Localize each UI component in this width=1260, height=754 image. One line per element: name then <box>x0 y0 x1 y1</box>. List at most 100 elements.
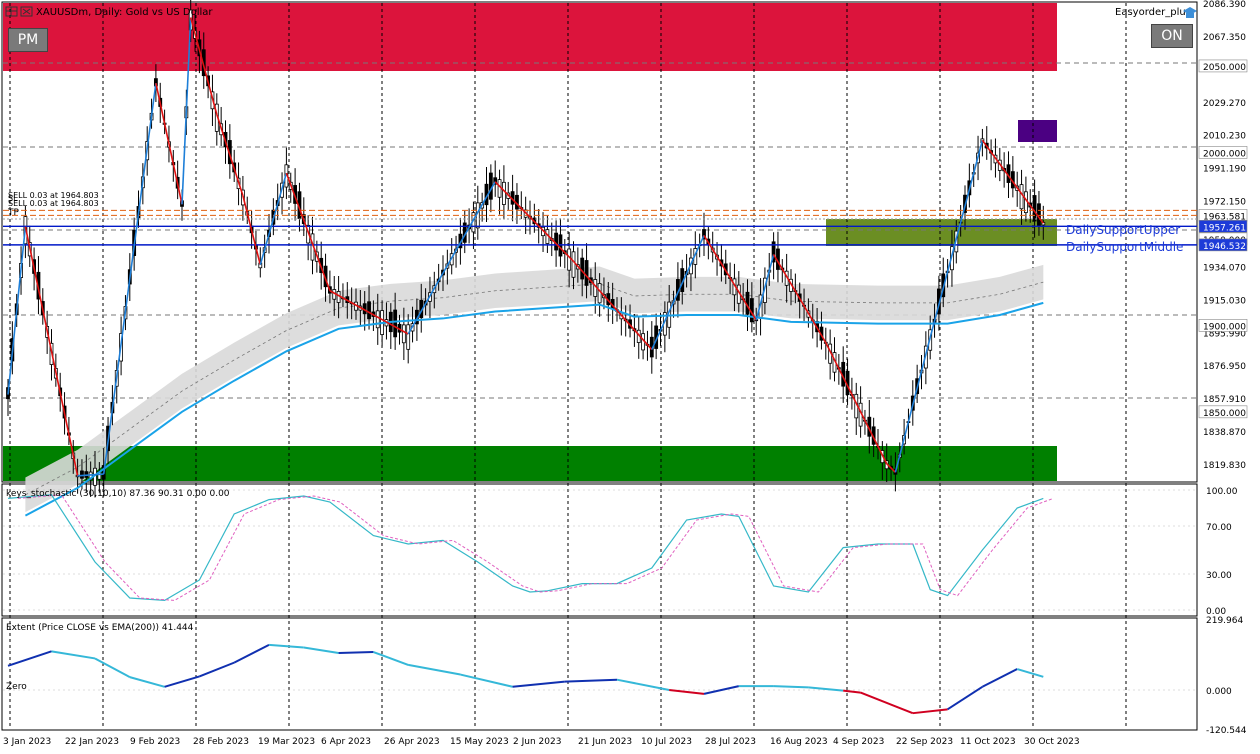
zigzag-segment <box>7 226 27 395</box>
extent-segment <box>51 650 96 660</box>
time-axis-label: 4 Sep 2023 <box>833 737 884 747</box>
pm-button[interactable]: PM <box>8 28 48 52</box>
stochastic-axis-label: 0.00 <box>1206 607 1226 617</box>
price-level-tag <box>1198 146 1248 159</box>
extent-segment <box>408 663 461 676</box>
candle-body <box>1032 195 1037 222</box>
price-level-tag <box>1198 405 1248 419</box>
time-axis-label: 3 Jan 2023 <box>3 737 51 747</box>
candle-body <box>597 283 602 304</box>
time-axis-label: 2 Jun 2023 <box>513 737 561 747</box>
candle-body <box>88 471 93 481</box>
alert-icon <box>20 6 33 17</box>
extent-axis-label: 0.000 <box>1206 687 1232 697</box>
time-axis-label: 30 Oct 2023 <box>1024 737 1080 747</box>
extent-segment <box>338 651 374 654</box>
support-zone <box>3 446 1057 481</box>
zigzag-segment <box>755 254 775 321</box>
time-axis-label: 21 Jun 2023 <box>578 737 632 747</box>
candle-body <box>501 181 506 205</box>
on-button[interactable]: ON <box>1151 24 1193 48</box>
zigzag-segment <box>929 140 984 338</box>
zigzag-segment <box>703 234 757 321</box>
time-axis-label: 22 Sep 2023 <box>896 737 953 747</box>
price-level-tag <box>1198 238 1248 252</box>
price-axis-label: 1972.150 <box>1203 198 1246 208</box>
candle-body <box>367 301 371 320</box>
candle-body <box>406 324 411 350</box>
price-level-tag-text: 2050.000 <box>1203 63 1246 73</box>
order-text-2: SELL 0.03 at 1964.803 <box>8 199 99 208</box>
candle-body <box>493 177 498 185</box>
price-axis-label: 1857.910 <box>1203 395 1246 405</box>
extent-segment <box>981 668 1018 688</box>
extent-segment <box>912 708 948 715</box>
zigzag-segment <box>259 172 288 266</box>
price-axis-label: 1915.030 <box>1203 296 1246 306</box>
extent-segment <box>164 675 200 688</box>
time-axis-label: 9 Feb 2023 <box>130 737 180 747</box>
extent-segment <box>616 678 670 691</box>
price-axis-label: 2067.350 <box>1203 33 1246 43</box>
time-axis-label: 28 Feb 2023 <box>193 737 249 747</box>
time-axis-label: 26 Apr 2023 <box>384 737 440 747</box>
extent-segment <box>1016 668 1044 678</box>
time-axis-label: 10 Jul 2023 <box>641 737 692 747</box>
extent-segment <box>703 685 740 695</box>
zigzag-lines <box>7 17 1044 477</box>
axis-labels: 2086.390 2067.350 2029.270 2010.230 1991.190… <box>3 0 1248 747</box>
tp-label: TP <box>7 208 19 218</box>
price-level-tag-text: 1957.261 <box>1203 223 1246 233</box>
zigzag-segment <box>285 172 331 292</box>
price-level-tag-text: 1900.000 <box>1203 322 1246 332</box>
time-axis-label: 22 Jan 2023 <box>65 737 119 747</box>
time-axis-label: 11 Oct 2023 <box>960 737 1016 747</box>
stochastic-signal-line <box>17 494 1054 601</box>
price-axis-label: 2010.230 <box>1203 132 1246 142</box>
extent-segment <box>860 691 914 715</box>
extent-segment <box>373 651 409 666</box>
ema-envelope <box>25 264 1044 513</box>
extent-segment <box>94 657 131 679</box>
candle-body <box>584 260 589 286</box>
extent-segment <box>7 650 52 667</box>
stochastic-panel[interactable] <box>1 483 1198 617</box>
daily-support-zone <box>826 219 1057 246</box>
zigzag-segment <box>825 342 888 465</box>
daily-support-middle-label: DailySupportMiddle <box>1066 240 1183 254</box>
zigzag-segment <box>181 17 192 205</box>
extent-segment <box>303 646 339 654</box>
extent-title: Extent (Price CLOSE vs EMA(200)) 41.444 <box>6 623 194 633</box>
extent-segment <box>564 678 618 683</box>
price-axis-label: 1819.830 <box>1203 461 1246 471</box>
extent-panel[interactable] <box>1 617 1198 731</box>
price-axis-label: 2029.270 <box>1203 99 1246 109</box>
stochastic-axis-label: 100.00 <box>1206 487 1238 497</box>
extent-segment <box>512 680 565 688</box>
zigzag-segment <box>651 235 705 350</box>
symbol-icon <box>5 6 18 17</box>
candle-body <box>80 470 84 479</box>
stochastic-lines <box>3 489 1197 611</box>
time-axis-label: 15 May 2023 <box>450 737 509 747</box>
candle-body <box>1019 184 1024 210</box>
time-axis-label: 16 Aug 2023 <box>770 737 828 747</box>
brand-label: Easyorder_plus <box>1115 7 1191 18</box>
price-level-tag-text: 1946.532 <box>1203 242 1246 252</box>
zigzag-segment <box>886 463 896 473</box>
extent-axis-label: 219.964 <box>1206 616 1243 626</box>
time-axis-label: 28 Jul 2023 <box>705 737 756 747</box>
price-level-tag <box>1198 319 1248 332</box>
price-level-tag <box>1198 220 1248 233</box>
extent-segment <box>268 643 304 649</box>
extent-segment <box>460 673 513 688</box>
price-axis-label: 2086.390 <box>1203 0 1246 10</box>
price-level-tag <box>1198 59 1248 73</box>
zigzag-segment <box>572 260 653 351</box>
sl-label: SL <box>8 194 18 203</box>
zigzag-segment <box>407 181 496 335</box>
ema200-line <box>24 301 1044 517</box>
price-axis-label: 1991.190 <box>1203 165 1246 175</box>
extent-line <box>3 643 1197 715</box>
